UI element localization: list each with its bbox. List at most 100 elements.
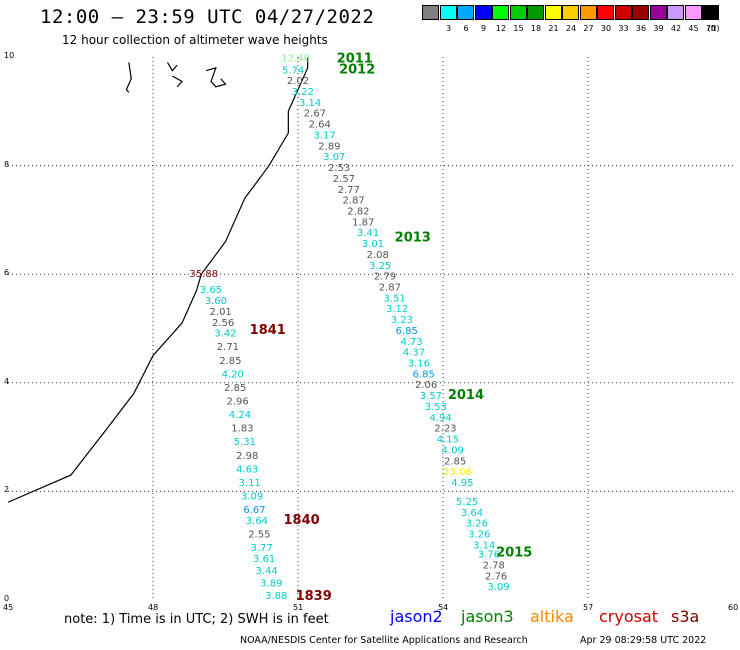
wave-height-value: 2.77 — [338, 185, 360, 196]
wave-height-value: 2.85 — [224, 383, 246, 394]
island-outline — [166, 62, 178, 72]
wave-height-value: 2.98 — [236, 451, 258, 462]
y-tick-label: 0 — [4, 594, 10, 603]
satellite-legend-s3a: s3a — [671, 607, 700, 626]
wave-height-value: 3.57 — [420, 391, 442, 402]
color-swatch — [649, 5, 667, 20]
color-swatch-label: 12 — [495, 24, 507, 33]
wave-height-value: 4.24 — [229, 410, 251, 421]
color-swatch — [684, 5, 702, 20]
color-swatch — [457, 5, 474, 20]
wave-height-value: 3.09 — [487, 582, 509, 593]
wave-height-value: 12.48 — [281, 53, 310, 64]
wave-height-value: 35.88 — [189, 269, 218, 280]
wave-height-value: 3.23 — [391, 315, 413, 326]
wave-height-value: 4.09 — [442, 445, 464, 456]
wave-height-value: 3.22 — [292, 87, 314, 98]
wave-height-value: 3.07 — [323, 152, 345, 163]
wave-height-value: 3.44 — [255, 566, 277, 577]
wave-height-value: 2.87 — [342, 196, 364, 207]
wave-height-value: 2.56 — [212, 318, 234, 329]
color-swatch-label: 6 — [463, 24, 469, 33]
footer-timestamp: Apr 29 08:29:58 UTC 2022 — [580, 635, 707, 646]
wave-height-value: 2.85 — [444, 456, 466, 467]
wave-height-value: 2.96 — [226, 397, 248, 408]
wave-height-value: 4.63 — [236, 464, 258, 475]
wave-height-value: 2.57 — [333, 174, 355, 185]
wave-height-value: 23.06 — [443, 467, 472, 478]
wave-height-value: 3.64 — [461, 508, 483, 519]
wave-height-value: 2.08 — [367, 250, 389, 261]
pass-time-label: 2011 — [337, 51, 373, 66]
page-title: 12:00 – 23:59 UTC 04/27/2022 — [40, 6, 375, 28]
footnote: note: 1) Time is in UTC; 2) SWH is in fe… — [64, 612, 329, 627]
wave-height-value: 3.76 — [478, 550, 500, 561]
coastline — [7, 57, 309, 503]
island-outline — [125, 62, 132, 93]
wave-height-value: 4.94 — [429, 413, 451, 424]
wave-height-value: 3.17 — [313, 130, 335, 141]
color-swatch — [544, 5, 562, 20]
color-swatch-label: 36 — [635, 24, 647, 33]
wave-height-value: 3.89 — [260, 578, 282, 589]
color-swatch — [597, 5, 614, 20]
color-swatch — [422, 5, 439, 20]
pass-time-label: 2014 — [448, 388, 484, 403]
wave-height-value: 6.85 — [413, 369, 435, 380]
color-swatch — [562, 5, 579, 20]
wave-height-value: 3.11 — [239, 478, 261, 489]
satellite-legend-cryosat: cryosat — [599, 607, 659, 626]
wave-height-value: 3.12 — [386, 304, 408, 315]
wave-height-value: 2.23 — [434, 424, 456, 435]
wave-height-value: 6.67 — [243, 505, 265, 516]
wave-height-value: 3.26 — [468, 530, 490, 541]
y-tick-label: 8 — [4, 159, 10, 169]
wave-height-value: 2.87 — [379, 282, 401, 293]
color-swatch-label: 39 — [653, 24, 664, 33]
color-swatch — [667, 5, 684, 20]
island-outline — [172, 75, 183, 88]
color-swatch-label: 33 — [618, 24, 629, 33]
wave-height-value: 2.67 — [304, 109, 326, 120]
wave-height-value: 3.77 — [251, 543, 273, 554]
color-swatch — [614, 5, 632, 20]
color-swatch-label: 21 — [548, 24, 559, 33]
color-swatch — [439, 5, 457, 20]
wave-height-value: 2.53 — [328, 163, 350, 174]
x-tick-label: 45 — [3, 603, 14, 612]
wave-height-value: 2.55 — [248, 530, 270, 541]
wave-height-value: 5.31 — [234, 437, 256, 448]
pass-time-label: 1839 — [296, 589, 332, 604]
wave-height-value: 2.71 — [217, 342, 239, 353]
wave-height-value: 2.79 — [374, 272, 396, 283]
color-swatch-label: 70 — [705, 24, 717, 33]
x-tick-label: 51 — [293, 603, 304, 612]
color-swatch-label: 45 — [688, 24, 699, 33]
color-swatch-label: 3 — [445, 24, 452, 33]
pass-time-label: 2015 — [496, 546, 532, 561]
satellite-legend-altika: altika — [530, 607, 574, 626]
color-swatch — [579, 5, 597, 20]
pass-time-label: 2013 — [395, 231, 431, 246]
wave-height-value: 3.26 — [466, 519, 488, 530]
wave-height-value: 4.15 — [437, 435, 459, 446]
color-swatch — [527, 5, 544, 20]
wave-height-value: 4.20 — [222, 369, 244, 380]
color-swatch — [509, 5, 527, 20]
wave-height-value: 2.02 — [287, 76, 309, 87]
wave-height-value: 3.51 — [384, 293, 406, 304]
island-outline — [206, 66, 227, 88]
pass-time-label: 1841 — [250, 323, 286, 338]
wave-height-value: 5.74 — [282, 65, 304, 76]
wave-height-value: 5.25 — [456, 497, 478, 508]
wave-height-value: 1.87 — [352, 217, 374, 228]
wave-height-value: 1.83 — [231, 424, 253, 435]
wave-height-value: 2.06 — [415, 380, 437, 391]
wave-height-value: 3.53 — [425, 402, 447, 413]
y-tick-label: 2 — [4, 485, 10, 495]
wave-height-value: 2.76 — [485, 571, 507, 582]
wave-height-value: 4.73 — [400, 337, 422, 348]
satellite-legend-jason2: jason2 — [390, 607, 443, 626]
wave-height-value: 2.01 — [210, 307, 232, 318]
wave-height-value: 3.14 — [473, 540, 495, 551]
